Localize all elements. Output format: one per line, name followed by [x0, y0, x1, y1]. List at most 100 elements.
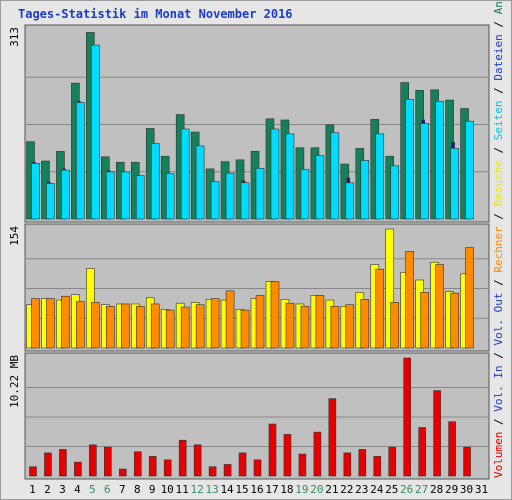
- bar-rechner-7: [121, 303, 130, 349]
- x-tick-label: 27: [415, 483, 428, 496]
- bar-besuche-25: [385, 228, 395, 349]
- bar-seiten-30: [465, 120, 474, 220]
- bar-volumen-6: [104, 446, 112, 477]
- bar-seiten-21: [330, 132, 340, 220]
- bar-rechner-22: [345, 304, 355, 349]
- bar-rechner-5: [91, 302, 100, 349]
- x-tick-label: 23: [355, 483, 368, 496]
- bar-seiten-8: [135, 175, 145, 220]
- x-tick-label: 21: [325, 483, 338, 496]
- legend-entry: Rechner: [492, 226, 505, 273]
- bar-seiten-27: [420, 123, 429, 220]
- bar-volumen-9: [148, 456, 157, 477]
- bar-rechner-26: [405, 251, 414, 349]
- bar-seiten-28: [435, 100, 444, 220]
- bar-seiten-11: [180, 128, 190, 220]
- bar-rechner-17: [270, 281, 280, 349]
- bar-volumen-10: [163, 459, 172, 477]
- legend-entry: Volumen: [492, 432, 505, 478]
- x-tick-label: 15: [235, 483, 248, 496]
- bar-rechner-20: [315, 295, 325, 349]
- bar-volumen-18: [283, 434, 292, 477]
- bar-rechner-23: [360, 299, 370, 349]
- legend-entry: /: [492, 412, 505, 432]
- bar-seiten-16: [255, 167, 265, 220]
- x-tick-label: 19: [295, 483, 308, 496]
- legend-entry: /: [492, 206, 505, 226]
- legend-entry: /: [492, 81, 505, 101]
- bar-volumen-21: [328, 398, 337, 477]
- bar-seiten-22: [345, 182, 355, 220]
- bar-volumen-16: [253, 459, 262, 477]
- bar-rechner-28: [435, 264, 444, 349]
- bar-seiten-14: [225, 172, 235, 220]
- legend-entry: Vol. In: [492, 365, 505, 411]
- bar-rechner-4: [76, 301, 85, 349]
- bar-seiten-12: [195, 145, 205, 220]
- bar-rechner-19: [300, 305, 310, 349]
- bar-volumen-11: [178, 439, 187, 477]
- bar-volumen-28: [433, 390, 441, 477]
- x-tick-label: 3: [59, 483, 66, 496]
- bar-rechner-29: [450, 292, 459, 349]
- bar-volumen-14: [223, 464, 232, 477]
- bar-rechner-1: [31, 298, 40, 349]
- x-tick-label: 12: [191, 483, 204, 496]
- legend-entry: Anfragen: [492, 0, 505, 14]
- bar-seiten-13: [210, 181, 220, 220]
- bar-rechner-12: [195, 304, 205, 349]
- bar-seiten-18: [285, 133, 295, 220]
- x-tick-label: 30: [460, 483, 473, 496]
- bar-rechner-13: [210, 298, 220, 349]
- bar-volumen-1: [29, 466, 37, 477]
- bar-seiten-4: [76, 102, 85, 220]
- bar-rechner-2: [46, 298, 55, 349]
- bar-seiten-10: [165, 173, 175, 220]
- bar-seiten-3: [61, 169, 70, 220]
- panel-max-label: 313: [8, 27, 21, 47]
- bar-seiten-26: [405, 99, 414, 220]
- right-legend: Volumen / Vol. In / Vol. Out / Rechner /…: [492, 0, 505, 478]
- bar-rechner-30: [465, 247, 474, 349]
- bar-rechner-9: [150, 303, 160, 349]
- panel-max-label: 154: [8, 226, 21, 246]
- bar-volumen-5: [89, 444, 97, 477]
- bar-volumen-3: [59, 449, 67, 477]
- bar-seiten-17: [270, 128, 280, 220]
- x-tick-label: 17: [265, 483, 278, 496]
- x-tick-label: 6: [104, 483, 111, 496]
- bar-volumen-23: [358, 449, 367, 477]
- bar-rechner-14: [225, 290, 235, 349]
- x-tick-label: 25: [385, 483, 398, 496]
- x-tick-label: 5: [89, 483, 96, 496]
- bar-rechner-24: [375, 268, 385, 349]
- x-tick-label: 31: [475, 483, 488, 496]
- bar-seiten-23: [360, 160, 370, 220]
- legend-entry: /: [492, 273, 505, 293]
- bar-volumen-25: [388, 446, 397, 477]
- panel-max-label: 10.22 MB: [8, 355, 21, 408]
- x-tick-label: 11: [176, 483, 189, 496]
- x-tick-label: 26: [400, 483, 413, 496]
- x-tick-label: 24: [370, 483, 384, 496]
- bar-volumen-19: [298, 453, 307, 477]
- bar-seiten-29: [450, 148, 459, 220]
- bar-volumen-29: [448, 421, 456, 477]
- x-tick-label: 4: [74, 483, 81, 496]
- bar-seiten-19: [300, 169, 310, 220]
- x-tick-label: 1: [29, 483, 36, 496]
- bar-volumen-8: [133, 451, 142, 477]
- x-tick-label: 28: [430, 483, 443, 496]
- x-tick-label: 16: [250, 483, 263, 496]
- bar-seiten-5: [91, 44, 100, 220]
- legend-entry: /: [492, 14, 505, 34]
- bar-rechner-27: [420, 292, 429, 349]
- bar-seiten-1: [31, 163, 40, 220]
- x-tick-label: 8: [134, 483, 141, 496]
- bar-seiten-7: [121, 171, 130, 220]
- bar-rechner-18: [285, 302, 295, 349]
- x-tick-label: 18: [280, 483, 293, 496]
- bar-volumen-27: [418, 427, 426, 477]
